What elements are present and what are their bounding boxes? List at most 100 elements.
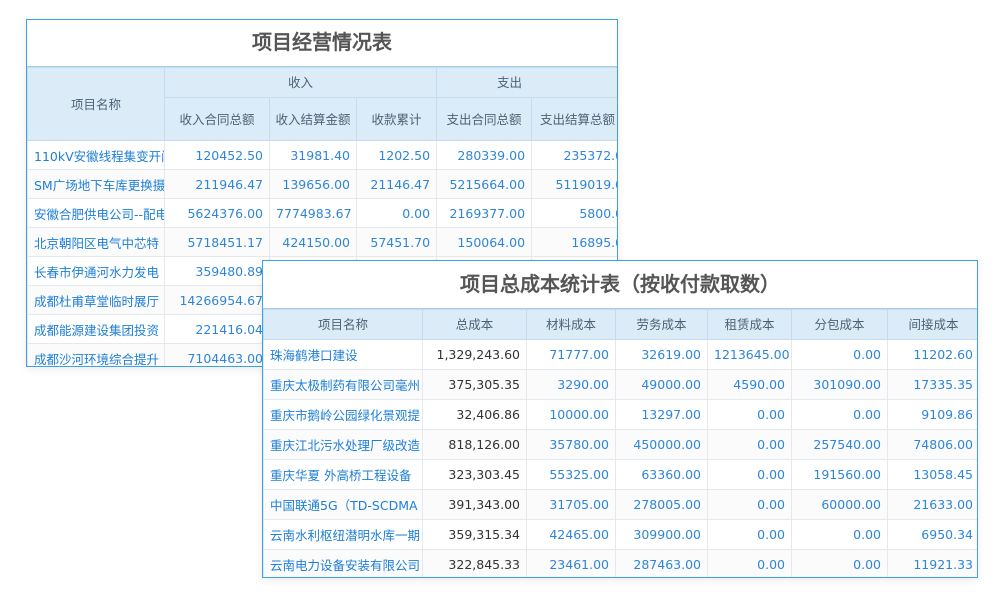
cost-report-panel: 项目总成本统计表（按收付款取数） 项目名称 总成本 材料成本 劳务成本 租赁成本 分包成本… xyxy=(262,260,978,578)
cell-rental-cost: 0.00 xyxy=(707,429,792,460)
cell-total-cost: 359,315.34 xyxy=(422,519,527,550)
table-row[interactable]: 110kV安徽线程集变开闭 120452.50 31981.40 1202.50 280… xyxy=(27,140,617,170)
cell-collection-total: 0.00 xyxy=(355,198,438,228)
cell-labor-cost: 32619.00 xyxy=(615,339,708,370)
cell-material-cost: 23461.00 xyxy=(526,549,616,577)
header-labor-cost: 劳务成本 xyxy=(615,309,708,340)
cell-income-settlement: 7774983.67 xyxy=(269,198,357,228)
table-row[interactable]: 云南水利枢纽潜明水库一期 359,315.34 42465.00 309900.00 0… xyxy=(263,519,977,550)
cell-indirect-cost: 13058.45 xyxy=(887,459,977,490)
operations-report-title: 项目经营情况表 xyxy=(27,20,617,67)
cell-project-name[interactable]: 长春市伊通河水力发电 xyxy=(27,256,165,286)
cell-total-cost: 818,126.00 xyxy=(422,429,527,460)
cell-project-name[interactable]: 重庆江北污水处理厂级改造 xyxy=(263,429,423,460)
cell-material-cost: 35780.00 xyxy=(526,429,616,460)
cell-project-name[interactable]: 珠海鹤港口建设 xyxy=(263,339,423,370)
cell-project-name[interactable]: 重庆太极制药有限公司毫州 xyxy=(263,369,423,400)
cell-labor-cost: 49000.00 xyxy=(615,369,708,400)
cost-table: 项目名称 总成本 材料成本 劳务成本 租赁成本 分包成本 间接成本 珠海鹤港口建设 1,329… xyxy=(263,309,977,577)
cell-subcontract-cost: 0.00 xyxy=(791,549,888,577)
header-material-cost: 材料成本 xyxy=(526,309,616,340)
cell-rental-cost: 0.00 xyxy=(707,549,792,577)
cell-expense-settlement-total: 235372.00 xyxy=(531,140,617,170)
cell-project-name[interactable]: 重庆华夏 外高桥工程设备 xyxy=(263,459,423,490)
cell-income-settlement: 31981.40 xyxy=(269,140,357,170)
cell-subcontract-cost: 0.00 xyxy=(791,519,888,550)
cell-project-name[interactable]: 安徽合肥供电公司--配电 xyxy=(27,198,165,228)
cell-income-contract-total: 14266954.67 xyxy=(164,285,270,315)
cell-material-cost: 71777.00 xyxy=(526,339,616,370)
cell-collection-total: 57451.70 xyxy=(355,227,438,257)
cell-project-name[interactable]: 成都杜甫草堂临时展厅 xyxy=(27,285,165,315)
cell-income-contract-total: 221416.04 xyxy=(164,314,270,344)
header-total-cost: 总成本 xyxy=(422,309,527,340)
cell-project-name[interactable]: 成都沙河环境综合提升 xyxy=(27,343,165,366)
cell-income-contract-total: 359480.89 xyxy=(164,256,270,286)
cell-income-contract-total: 211946.47 xyxy=(164,169,270,199)
cell-income-contract-total: 5624376.00 xyxy=(164,198,270,228)
cell-labor-cost: 278005.00 xyxy=(615,489,708,520)
table-row[interactable]: SM广场地下车库更换摄 211946.47 139656.00 21146.47 521… xyxy=(27,169,617,199)
cell-indirect-cost: 11921.33 xyxy=(887,549,977,577)
table-row[interactable]: 中国联通5G（TD-SCDMA 391,343.00 31705.00 278005.… xyxy=(263,489,977,520)
table-row[interactable]: 安徽合肥供电公司--配电 5624376.00 7774983.67 0.00 2169… xyxy=(27,198,617,228)
header-income-contract-total: 收入合同总额 xyxy=(164,97,270,141)
table-row[interactable]: 云南电力设备安装有限公司 322,845.33 23461.00 287463.00 0… xyxy=(263,549,977,577)
cell-expense-settlement-total: 16895.00 xyxy=(531,227,617,257)
header-income-settlement: 收入结算金额 xyxy=(269,97,357,141)
table-row[interactable]: 重庆市鹅岭公园绿化景观提 32,406.86 10000.00 13297.00 0.0… xyxy=(263,399,977,430)
table-row[interactable]: 珠海鹤港口建设 1,329,243.60 71777.00 32619.00 12136… xyxy=(263,339,977,370)
cell-labor-cost: 63360.00 xyxy=(615,459,708,490)
cell-expense-contract-total: 150064.00 xyxy=(436,227,533,257)
cell-material-cost: 3290.00 xyxy=(526,369,616,400)
header-indirect-cost: 间接成本 xyxy=(887,309,977,340)
header-subcontract-cost: 分包成本 xyxy=(791,309,888,340)
cell-subcontract-cost: 191560.00 xyxy=(791,459,888,490)
cell-project-name[interactable]: 110kV安徽线程集变开闭 xyxy=(27,140,165,170)
cell-project-name[interactable]: 北京朝阳区电气中芯特 xyxy=(27,227,165,257)
cost-report-title: 项目总成本统计表（按收付款取数） xyxy=(263,261,977,309)
cell-rental-cost: 0.00 xyxy=(707,489,792,520)
cell-project-name[interactable]: SM广场地下车库更换摄 xyxy=(27,169,165,199)
cell-labor-cost: 13297.00 xyxy=(615,399,708,430)
cell-total-cost: 322,845.33 xyxy=(422,549,527,577)
cell-indirect-cost: 74806.00 xyxy=(887,429,977,460)
cell-income-contract-total: 7104463.00 xyxy=(164,343,270,366)
cell-total-cost: 32,406.86 xyxy=(422,399,527,430)
cell-expense-settlement-total: 5800.00 xyxy=(531,198,617,228)
cell-indirect-cost: 6950.34 xyxy=(887,519,977,550)
cell-indirect-cost: 9109.86 xyxy=(887,399,977,430)
cell-collection-total: 21146.47 xyxy=(355,169,438,199)
cell-total-cost: 375,305.35 xyxy=(422,369,527,400)
cell-indirect-cost: 17335.35 xyxy=(887,369,977,400)
cell-total-cost: 323,303.45 xyxy=(422,459,527,490)
header-expense-settlement-total: 支出结算总额 xyxy=(531,97,617,141)
table-row[interactable]: 北京朝阳区电气中芯特 5718451.17 424150.00 57451.70 150… xyxy=(27,227,617,257)
cell-project-name[interactable]: 成都能源建设集团投资 xyxy=(27,314,165,344)
cell-project-name[interactable]: 云南电力设备安装有限公司 xyxy=(263,549,423,577)
cell-total-cost: 391,343.00 xyxy=(422,489,527,520)
cell-project-name[interactable]: 重庆市鹅岭公园绿化景观提 xyxy=(263,399,423,430)
cell-rental-cost: 4590.00 xyxy=(707,369,792,400)
cell-indirect-cost: 21633.00 xyxy=(887,489,977,520)
cell-income-settlement: 424150.00 xyxy=(269,227,357,257)
cell-project-name[interactable]: 云南水利枢纽潜明水库一期 xyxy=(263,519,423,550)
table-row[interactable]: 重庆江北污水处理厂级改造 818,126.00 35780.00 450000.00 0… xyxy=(263,429,977,460)
cell-total-cost: 1,329,243.60 xyxy=(422,339,527,370)
cell-material-cost: 10000.00 xyxy=(526,399,616,430)
header-project-name: 项目名称 xyxy=(263,309,423,340)
cell-labor-cost: 309900.00 xyxy=(615,519,708,550)
header-income-group: 收入 xyxy=(163,67,438,98)
table-row[interactable]: 重庆华夏 外高桥工程设备 323,303.45 55325.00 63360.00 0.… xyxy=(263,459,977,490)
cell-expense-contract-total: 280339.00 xyxy=(436,140,533,170)
header-collection-total: 收款累计 xyxy=(355,97,438,141)
cell-material-cost: 42465.00 xyxy=(526,519,616,550)
cell-indirect-cost: 11202.60 xyxy=(887,339,977,370)
table-row[interactable]: 重庆太极制药有限公司毫州 375,305.35 3290.00 49000.00 459… xyxy=(263,369,977,400)
cell-material-cost: 55325.00 xyxy=(526,459,616,490)
cell-subcontract-cost: 301090.00 xyxy=(791,369,888,400)
cell-collection-total: 1202.50 xyxy=(355,140,438,170)
cell-rental-cost: 0.00 xyxy=(707,459,792,490)
header-rental-cost: 租赁成本 xyxy=(707,309,792,340)
cell-project-name[interactable]: 中国联通5G（TD-SCDMA xyxy=(263,489,423,520)
